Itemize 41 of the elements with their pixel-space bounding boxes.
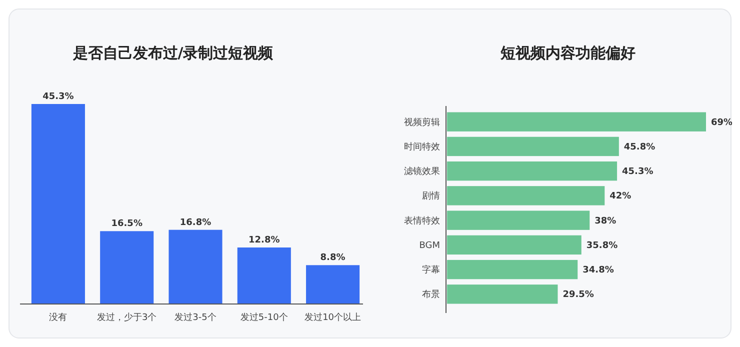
x-tick-label: 发过5-10个 (240, 312, 288, 323)
x-tick-label: 发过10个以上 (304, 312, 362, 323)
data-label: 45.3% (42, 92, 74, 102)
data-label: 45.8% (624, 142, 656, 152)
bar (447, 210, 590, 230)
bar (447, 112, 706, 132)
data-label: 35.8% (586, 240, 618, 251)
bar (447, 186, 605, 206)
bar (100, 231, 154, 304)
x-tick-label: 发过3-5个 (174, 312, 216, 323)
bar (447, 161, 618, 181)
bar (447, 284, 558, 304)
y-tick-label: 时间特效 (404, 141, 440, 152)
bar (306, 265, 360, 304)
bar (447, 235, 582, 255)
data-label: 16.8% (180, 218, 212, 228)
data-label: 16.5% (111, 219, 142, 230)
y-tick-label: 视频剪辑 (404, 116, 440, 128)
bar (237, 247, 291, 304)
x-tick-label: 发过，少于3个 (96, 312, 157, 323)
data-label: 45.3% (622, 167, 654, 178)
data-label: 38% (594, 216, 616, 226)
chart-title: 短视频内容功能偏好 (500, 44, 636, 62)
data-label: 12.8% (248, 235, 280, 246)
y-tick-label: 滤镜效果 (404, 166, 440, 178)
bar (447, 136, 619, 156)
data-label: 34.8% (582, 266, 614, 276)
y-tick-label: 表情特效 (404, 215, 440, 226)
y-tick-label: 剧情 (422, 190, 440, 202)
chart-title: 是否自己发布过/录制过短视频 (72, 44, 274, 62)
y-tick-label: 布景 (422, 289, 440, 300)
bar (168, 230, 222, 304)
bar (31, 104, 85, 304)
data-label: 42% (610, 192, 632, 202)
y-tick-label: BGM (419, 240, 440, 251)
data-label: 29.5% (562, 290, 594, 300)
data-label: 69% (711, 118, 733, 128)
y-tick-label: 字幕 (422, 264, 440, 276)
data-label: 8.8% (320, 253, 346, 264)
x-tick-label: 没有 (49, 312, 68, 323)
bar (447, 260, 578, 280)
